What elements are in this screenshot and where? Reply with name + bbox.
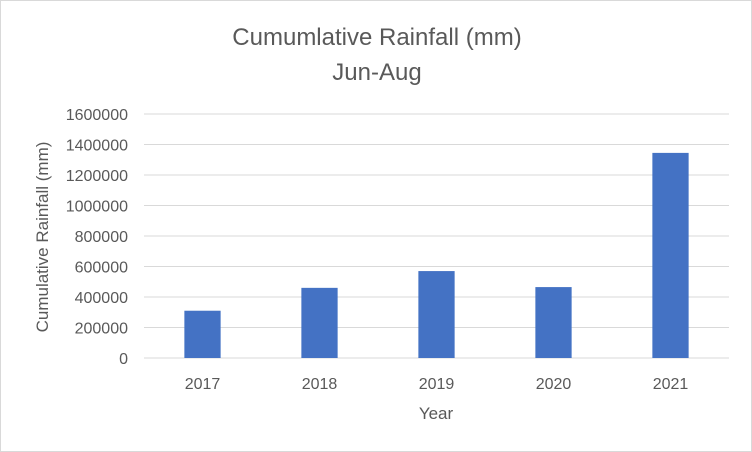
chart-subtitle: Jun-Aug	[332, 59, 421, 86]
y-tick-label: 600000	[75, 260, 128, 277]
x-tick-label: 2017	[185, 376, 221, 393]
x-tick-label: 2020	[536, 376, 572, 393]
chart-title: Cumumlative Rainfall (mm)	[232, 24, 521, 51]
x-tick-label: 2019	[419, 376, 455, 393]
y-tick-label: 400000	[75, 290, 128, 307]
y-tick-label: 1200000	[66, 168, 128, 185]
x-axis-ticks: 2017 2018 2019 2020 2021	[185, 376, 689, 393]
x-axis-title: Year	[419, 404, 454, 423]
bars	[184, 152, 689, 358]
bar-2017	[184, 310, 221, 358]
gridlines	[144, 113, 729, 359]
y-tick-label: 1600000	[66, 107, 128, 124]
y-tick-label: 200000	[75, 321, 128, 338]
bar-2021	[652, 152, 689, 358]
y-tick-label: 0	[119, 351, 128, 368]
y-axis-ticks: 0 200000 400000 600000 800000 1000000 1200000 1…	[66, 107, 128, 368]
bar-2018	[301, 287, 338, 358]
bar-2019	[418, 271, 455, 358]
y-tick-label: 1000000	[66, 199, 128, 216]
y-axis-title: Cumulative Rainfall (mm)	[33, 142, 52, 333]
y-tick-label: 800000	[75, 229, 128, 246]
y-tick-label: 1400000	[66, 138, 128, 155]
bar-2020	[535, 287, 572, 358]
x-tick-label: 2018	[302, 376, 338, 393]
x-tick-label: 2021	[653, 376, 689, 393]
